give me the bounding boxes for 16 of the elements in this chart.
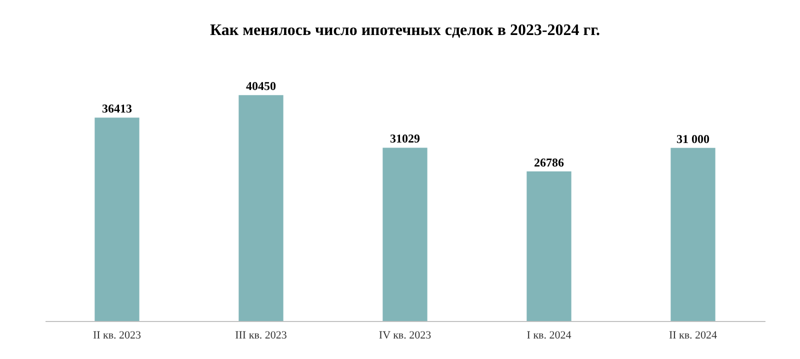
- x-tick-label: III кв. 2023: [235, 330, 288, 342]
- chart-title: Как менялось число ипотечных сделок в 2023-2024 гг.: [210, 22, 600, 39]
- data-label: 31029: [390, 132, 420, 146]
- data-label: 36413: [102, 102, 132, 116]
- data-label: 31 000: [676, 132, 710, 146]
- bar: [382, 148, 428, 321]
- x-tick-label: IV кв. 2023: [378, 330, 432, 342]
- data-label: 40450: [246, 79, 276, 94]
- x-tick-label: II кв. 2023: [92, 330, 142, 342]
- bar: [670, 148, 716, 321]
- bar: [94, 118, 140, 321]
- x-tick-label: II кв. 2024: [668, 330, 718, 342]
- x-tick-label: I кв. 2024: [526, 330, 572, 342]
- bar: [238, 95, 284, 321]
- bar: [526, 171, 572, 321]
- data-label: 26786: [534, 155, 564, 170]
